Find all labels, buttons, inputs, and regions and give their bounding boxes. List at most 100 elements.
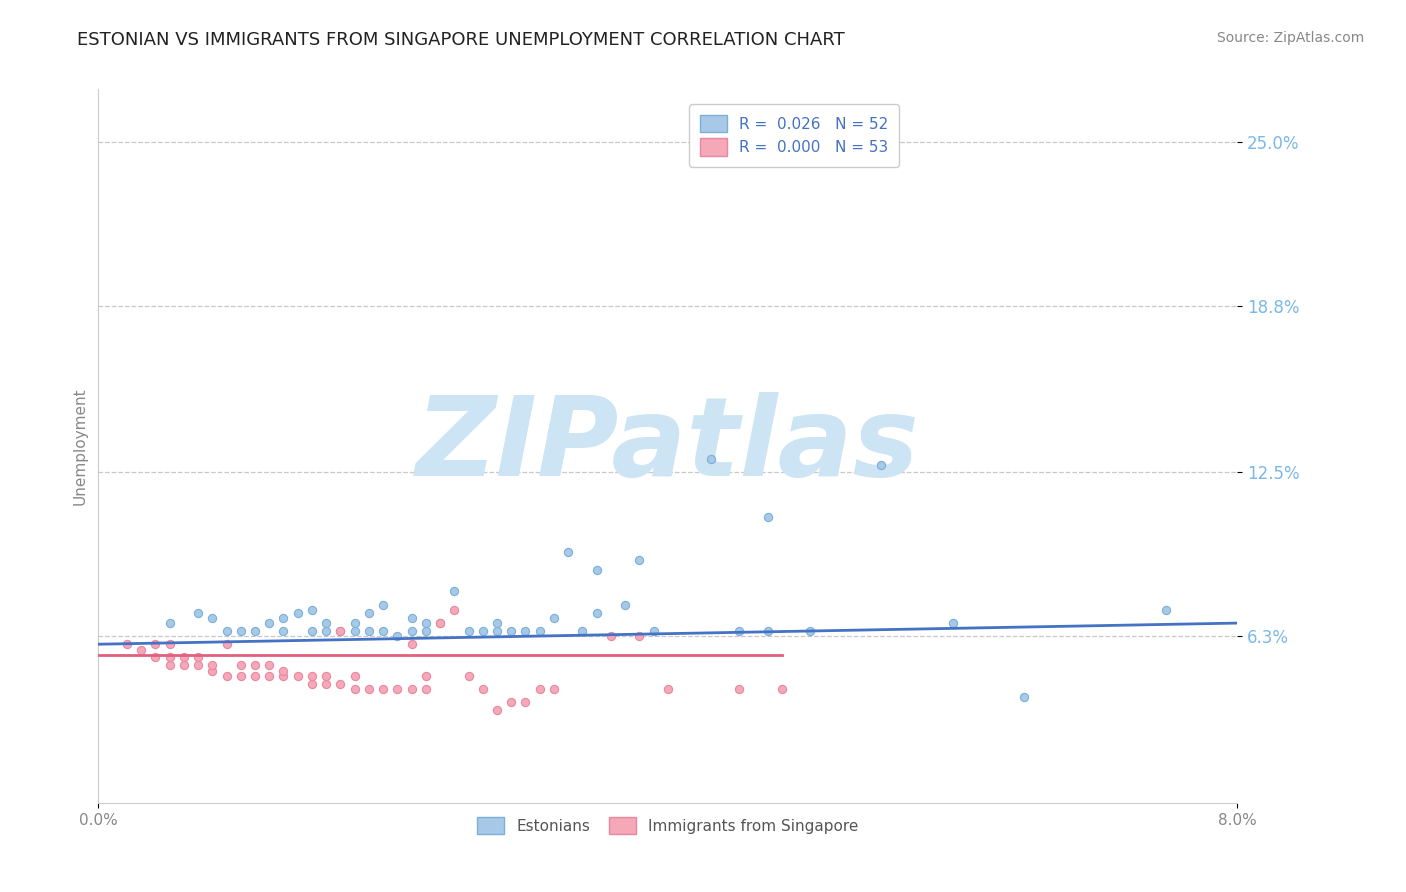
- Point: [770, 682, 793, 697]
- Point: [486, 616, 509, 631]
- Point: [371, 624, 394, 638]
- Point: [643, 624, 665, 638]
- Point: [301, 669, 323, 683]
- Point: [728, 624, 751, 638]
- Point: [657, 682, 679, 697]
- Point: [229, 658, 252, 673]
- Point: [756, 510, 779, 524]
- Point: [501, 695, 523, 709]
- Point: [229, 669, 252, 683]
- Point: [259, 658, 281, 673]
- Point: [600, 629, 623, 643]
- Point: [371, 598, 394, 612]
- Point: [259, 616, 281, 631]
- Point: [273, 664, 295, 678]
- Point: [471, 682, 494, 697]
- Text: ESTONIAN VS IMMIGRANTS FROM SINGAPORE UNEMPLOYMENT CORRELATION CHART: ESTONIAN VS IMMIGRANTS FROM SINGAPORE UN…: [77, 31, 845, 49]
- Y-axis label: Unemployment: Unemployment: [72, 387, 87, 505]
- Point: [315, 616, 337, 631]
- Point: [329, 624, 352, 638]
- Point: [357, 682, 380, 697]
- Point: [201, 658, 224, 673]
- Point: [387, 629, 409, 643]
- Point: [1154, 603, 1177, 617]
- Point: [429, 616, 451, 631]
- Point: [371, 682, 394, 697]
- Point: [443, 584, 465, 599]
- Point: [457, 624, 479, 638]
- Point: [273, 669, 295, 683]
- Point: [585, 563, 607, 577]
- Point: [215, 637, 238, 651]
- Point: [315, 669, 337, 683]
- Point: [145, 650, 167, 665]
- Point: [329, 677, 352, 691]
- Point: [401, 611, 423, 625]
- Point: [273, 611, 295, 625]
- Point: [173, 650, 195, 665]
- Point: [159, 650, 181, 665]
- Point: [315, 677, 337, 691]
- Point: [486, 703, 509, 717]
- Point: [443, 603, 465, 617]
- Point: [501, 624, 523, 638]
- Point: [571, 624, 593, 638]
- Point: [243, 658, 266, 673]
- Point: [415, 669, 437, 683]
- Point: [799, 624, 821, 638]
- Text: ZIPatlas: ZIPatlas: [416, 392, 920, 500]
- Point: [287, 606, 309, 620]
- Point: [243, 624, 266, 638]
- Legend: Estonians, Immigrants from Singapore: Estonians, Immigrants from Singapore: [467, 806, 869, 845]
- Point: [357, 624, 380, 638]
- Point: [173, 658, 195, 673]
- Point: [159, 658, 181, 673]
- Point: [187, 658, 209, 673]
- Point: [457, 669, 479, 683]
- Point: [515, 624, 537, 638]
- Point: [201, 611, 224, 625]
- Point: [159, 637, 181, 651]
- Point: [415, 616, 437, 631]
- Point: [215, 624, 238, 638]
- Point: [614, 598, 637, 612]
- Point: [115, 637, 138, 651]
- Point: [628, 552, 651, 566]
- Point: [287, 669, 309, 683]
- Point: [870, 458, 893, 472]
- Point: [315, 624, 337, 638]
- Point: [187, 650, 209, 665]
- Point: [301, 677, 323, 691]
- Point: [942, 616, 965, 631]
- Point: [515, 695, 537, 709]
- Point: [557, 545, 579, 559]
- Point: [301, 603, 323, 617]
- Point: [401, 682, 423, 697]
- Point: [628, 629, 651, 643]
- Point: [699, 452, 721, 467]
- Point: [401, 637, 423, 651]
- Point: [329, 624, 352, 638]
- Point: [415, 682, 437, 697]
- Point: [215, 669, 238, 683]
- Point: [145, 637, 167, 651]
- Point: [429, 616, 451, 631]
- Point: [243, 669, 266, 683]
- Point: [387, 682, 409, 697]
- Point: [1012, 690, 1035, 704]
- Point: [159, 616, 181, 631]
- Point: [401, 624, 423, 638]
- Point: [129, 642, 152, 657]
- Point: [415, 624, 437, 638]
- Point: [543, 611, 565, 625]
- Point: [529, 682, 551, 697]
- Point: [273, 624, 295, 638]
- Point: [301, 624, 323, 638]
- Text: Source: ZipAtlas.com: Source: ZipAtlas.com: [1216, 31, 1364, 45]
- Point: [343, 616, 366, 631]
- Point: [229, 624, 252, 638]
- Point: [486, 624, 509, 638]
- Point: [529, 624, 551, 638]
- Point: [543, 682, 565, 697]
- Point: [585, 606, 607, 620]
